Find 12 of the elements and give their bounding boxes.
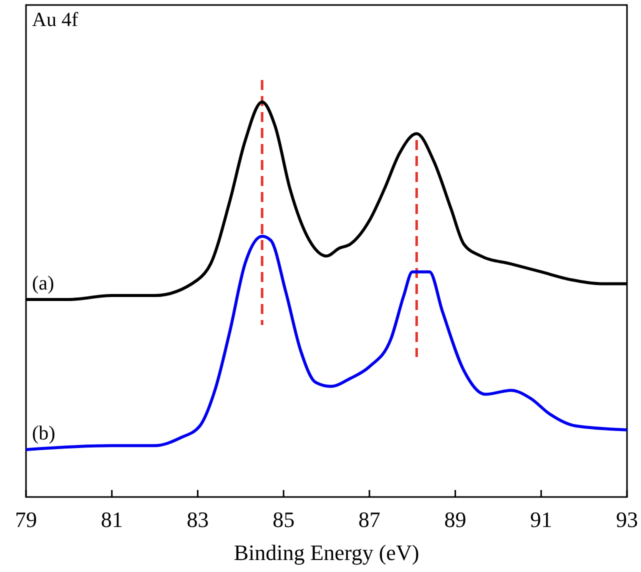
x-tick-label: 87 (358, 507, 380, 532)
series-label: (a) (32, 272, 54, 294)
x-tick-label: 93 (616, 507, 638, 532)
x-tick-label: 91 (530, 507, 552, 532)
text: Au 4f (32, 9, 78, 31)
x-tick-label: 85 (272, 507, 295, 532)
series-label: (b) (32, 422, 56, 445)
x-tick-label: 79 (15, 507, 37, 532)
x-tick-label: 83 (186, 507, 209, 532)
x-tick-label: 81 (100, 507, 123, 532)
x-tick-label: 89 (444, 507, 466, 532)
x-axis-title: Binding Energy (eV) (234, 540, 420, 565)
